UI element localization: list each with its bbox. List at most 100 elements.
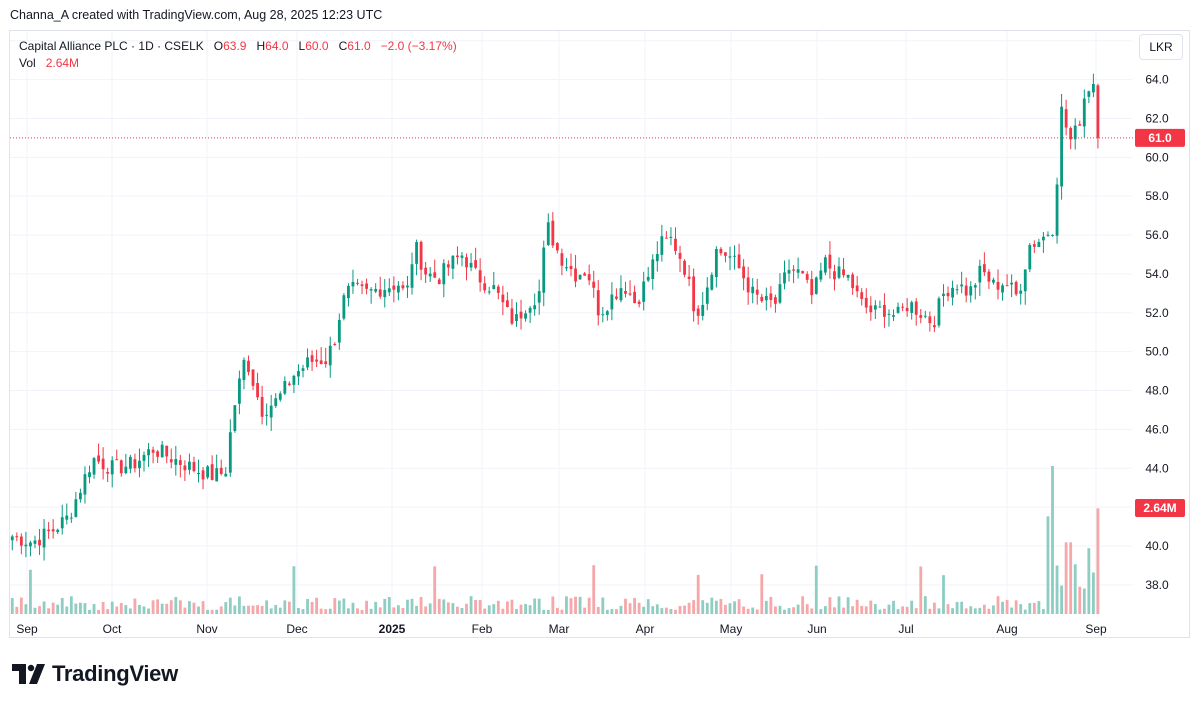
volume-bar — [587, 597, 591, 614]
price-axis-tick-label: 46.0 — [1145, 422, 1169, 436]
volume-bar — [642, 606, 646, 614]
candle-body — [505, 300, 509, 307]
volume-bar — [505, 601, 509, 614]
volume-bar — [1001, 601, 1004, 614]
candle-body — [755, 289, 759, 295]
volume-bar — [210, 609, 214, 614]
volume-bar — [342, 598, 346, 614]
currency-button[interactable]: LKR — [1139, 34, 1183, 60]
volume-bar — [833, 607, 836, 614]
candle-body — [987, 271, 991, 282]
candle-body — [165, 445, 169, 457]
candle-body — [297, 371, 300, 377]
volume-bar — [369, 608, 373, 614]
volume-bar — [633, 598, 637, 614]
candle-body — [206, 466, 210, 478]
volume-bar — [860, 605, 864, 614]
candle-body — [565, 267, 568, 269]
volume-bar — [583, 607, 587, 614]
candle-body — [315, 359, 319, 362]
candle-body — [683, 260, 686, 275]
volume-bar — [224, 602, 228, 614]
volume-bar — [396, 605, 400, 614]
candle-body — [805, 274, 809, 280]
volume-bar — [306, 598, 309, 614]
volume-bar — [1060, 585, 1063, 614]
volume-bar — [801, 596, 805, 614]
candle-body — [424, 267, 428, 275]
candle-body — [932, 325, 936, 328]
volume-bar — [987, 608, 991, 614]
volume-bar — [696, 574, 700, 614]
time-axis-tick-label: Oct — [103, 622, 122, 636]
candle-body — [628, 293, 632, 295]
volume-bar — [719, 598, 723, 614]
candle-body — [242, 359, 246, 381]
volume-bar — [578, 596, 582, 614]
candle-body — [1014, 281, 1018, 295]
volume-bar — [79, 602, 82, 614]
candle-body — [169, 459, 173, 463]
volume-bar — [510, 599, 514, 614]
tradingview-brand[interactable]: TradingView — [12, 661, 178, 687]
volume-bar — [810, 608, 814, 614]
candle-body — [678, 252, 682, 259]
volume-bar — [1051, 466, 1054, 614]
volume-bar — [1055, 565, 1059, 614]
price-axis-tick-label: 62.0 — [1145, 111, 1169, 125]
candle-body — [592, 281, 596, 288]
chart-frame — [9, 30, 1190, 638]
candle-body — [124, 466, 128, 474]
volume-bar — [1087, 548, 1091, 614]
candle-body — [1005, 285, 1009, 287]
candle-body — [896, 306, 900, 313]
candle-body — [982, 264, 986, 273]
candle-body — [442, 263, 446, 285]
candle-body — [746, 277, 750, 293]
candle-body — [360, 284, 364, 287]
candle-body — [428, 273, 432, 277]
candle-body — [914, 301, 918, 315]
volume-bar — [292, 566, 296, 614]
volume-bar — [24, 604, 28, 614]
volume-bar — [192, 602, 196, 614]
time-axis-tick-label: Jul — [898, 622, 913, 636]
candle-body — [1055, 184, 1059, 236]
volume-bar — [165, 603, 169, 614]
volume-bar — [887, 604, 891, 614]
volume-bar — [605, 609, 609, 614]
candle-body — [1010, 282, 1014, 285]
volume-bar — [274, 604, 278, 614]
volume-bar — [982, 604, 986, 614]
volume-bar — [787, 608, 791, 614]
volume-bar — [374, 601, 378, 614]
candle-body — [101, 458, 105, 470]
volume-bar — [297, 607, 300, 614]
symbol-legend: Capital Alliance PLC · 1D · CSELK O63.9 … — [19, 38, 457, 72]
candle-body — [883, 304, 886, 317]
candle-body — [383, 289, 387, 298]
candle-body — [460, 255, 464, 258]
candle-body — [42, 528, 46, 548]
volume-bar — [251, 605, 255, 614]
candle-body — [887, 313, 891, 315]
candle-body — [301, 368, 305, 371]
candle-body — [201, 470, 205, 480]
symbol-name[interactable]: Capital Alliance PLC · 1D · CSELK — [19, 39, 204, 53]
volume-bar — [796, 604, 800, 614]
candle-body — [233, 405, 237, 432]
volume-bar — [746, 608, 750, 614]
candle-body — [814, 277, 818, 294]
candle-body — [456, 255, 459, 258]
volume-bar — [542, 609, 546, 614]
volume-bar — [569, 598, 573, 614]
volume-bar — [637, 602, 641, 614]
candle-body — [310, 355, 314, 362]
low-label: L — [298, 39, 306, 53]
candle-body — [142, 454, 146, 461]
candle-body — [79, 492, 82, 500]
volume-bar — [197, 606, 200, 614]
candle-body — [369, 289, 373, 291]
volume-bar — [896, 609, 900, 614]
